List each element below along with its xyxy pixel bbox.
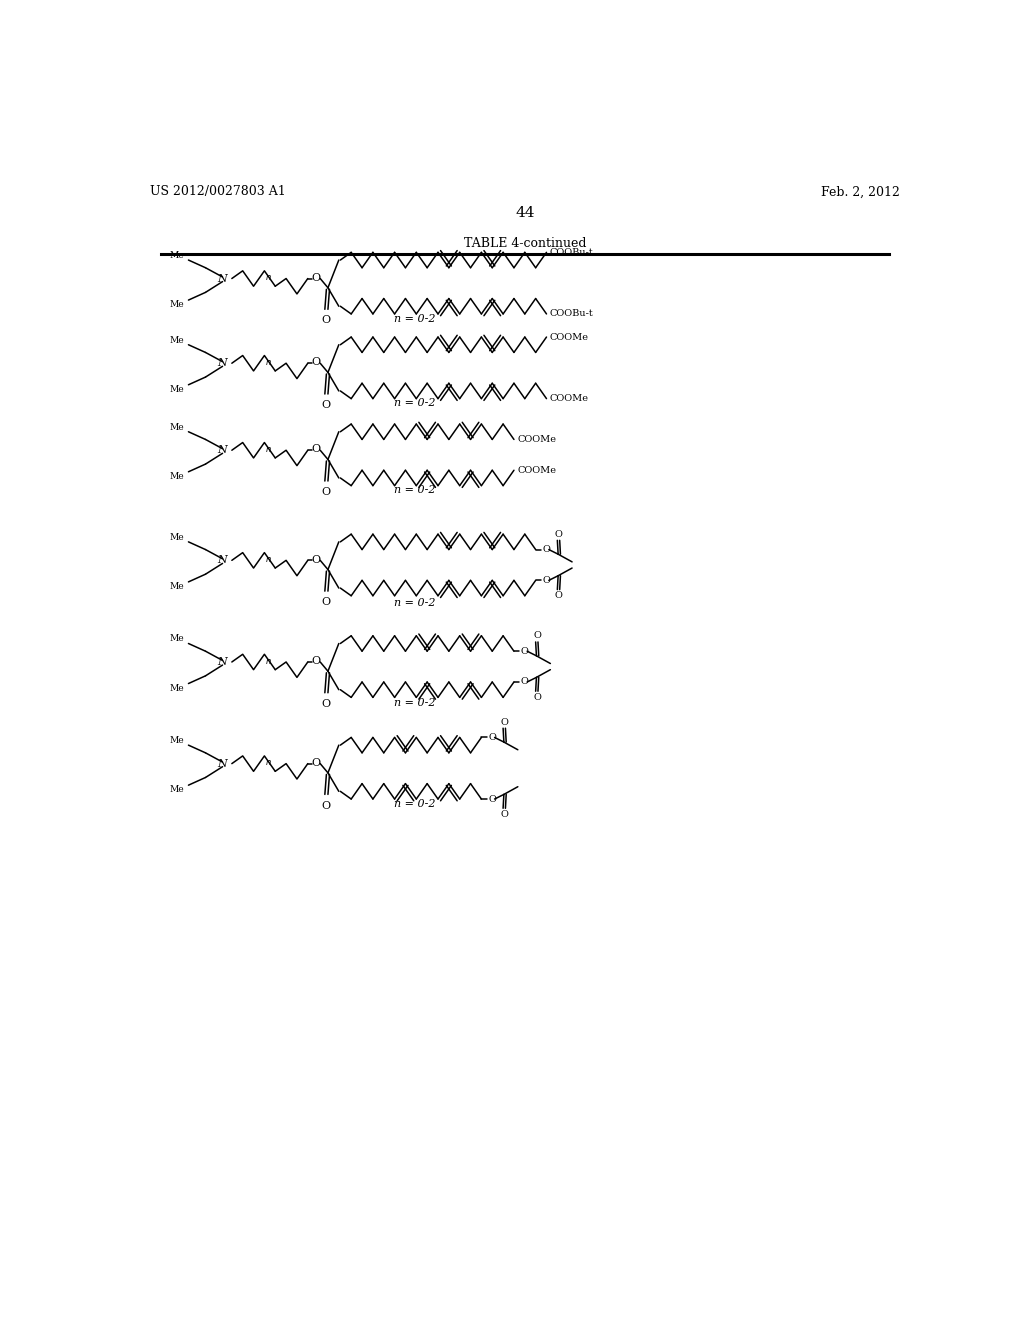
Text: O: O — [534, 693, 541, 702]
Text: US 2012/0027803 A1: US 2012/0027803 A1 — [150, 185, 286, 198]
Text: COOMe: COOMe — [550, 333, 589, 342]
Text: n = 0-2: n = 0-2 — [394, 698, 435, 708]
Text: N: N — [218, 759, 227, 768]
Text: O: O — [322, 800, 330, 810]
Text: O: O — [311, 445, 321, 454]
Text: N: N — [218, 556, 227, 565]
Text: O: O — [311, 656, 321, 667]
Text: O: O — [555, 529, 563, 539]
Text: N: N — [218, 358, 227, 368]
Text: Me: Me — [170, 684, 184, 693]
Text: O: O — [322, 598, 330, 607]
Text: N: N — [218, 445, 227, 455]
Text: n: n — [266, 758, 271, 767]
Text: Me: Me — [170, 737, 184, 744]
Text: N: N — [218, 273, 227, 284]
Text: Me: Me — [170, 533, 184, 541]
Text: Me: Me — [170, 582, 184, 591]
Text: O: O — [543, 576, 551, 585]
Text: n: n — [266, 554, 271, 564]
Text: O: O — [311, 554, 321, 565]
Text: Me: Me — [170, 785, 184, 795]
Text: O: O — [322, 315, 330, 326]
Text: O: O — [322, 487, 330, 498]
Text: O: O — [521, 647, 528, 656]
Text: O: O — [311, 273, 321, 282]
Text: n = 0-2: n = 0-2 — [394, 486, 435, 495]
Text: O: O — [521, 677, 528, 686]
Text: n = 0-2: n = 0-2 — [394, 314, 435, 323]
Text: Me: Me — [170, 335, 184, 345]
Text: O: O — [501, 718, 509, 726]
Text: COOMe: COOMe — [517, 466, 556, 475]
Text: O: O — [501, 810, 509, 818]
Text: O: O — [311, 758, 321, 768]
Text: COOMe: COOMe — [550, 395, 589, 403]
Text: Me: Me — [170, 251, 184, 260]
Text: n = 0-2: n = 0-2 — [394, 799, 435, 809]
Text: TABLE 4-continued: TABLE 4-continued — [464, 238, 586, 249]
Text: n: n — [266, 358, 271, 367]
Text: Me: Me — [170, 385, 184, 393]
Text: O: O — [488, 795, 497, 804]
Text: 44: 44 — [515, 206, 535, 220]
Text: O: O — [311, 358, 321, 367]
Text: Me: Me — [170, 635, 184, 643]
Text: COOBu-t: COOBu-t — [550, 309, 593, 318]
Text: O: O — [543, 545, 551, 554]
Text: O: O — [322, 700, 330, 709]
Text: Me: Me — [170, 473, 184, 480]
Text: O: O — [322, 400, 330, 411]
Text: Feb. 2, 2012: Feb. 2, 2012 — [821, 185, 900, 198]
Text: O: O — [488, 733, 497, 742]
Text: COOMe: COOMe — [517, 436, 556, 444]
Text: n = 0-2: n = 0-2 — [394, 399, 435, 408]
Text: n: n — [266, 273, 271, 282]
Text: Me: Me — [170, 300, 184, 309]
Text: COOBu-t: COOBu-t — [550, 248, 593, 257]
Text: n: n — [266, 445, 271, 454]
Text: n: n — [266, 656, 271, 665]
Text: O: O — [555, 591, 563, 601]
Text: O: O — [534, 631, 541, 640]
Text: n = 0-2: n = 0-2 — [394, 598, 435, 607]
Text: N: N — [218, 657, 227, 667]
Text: Me: Me — [170, 422, 184, 432]
